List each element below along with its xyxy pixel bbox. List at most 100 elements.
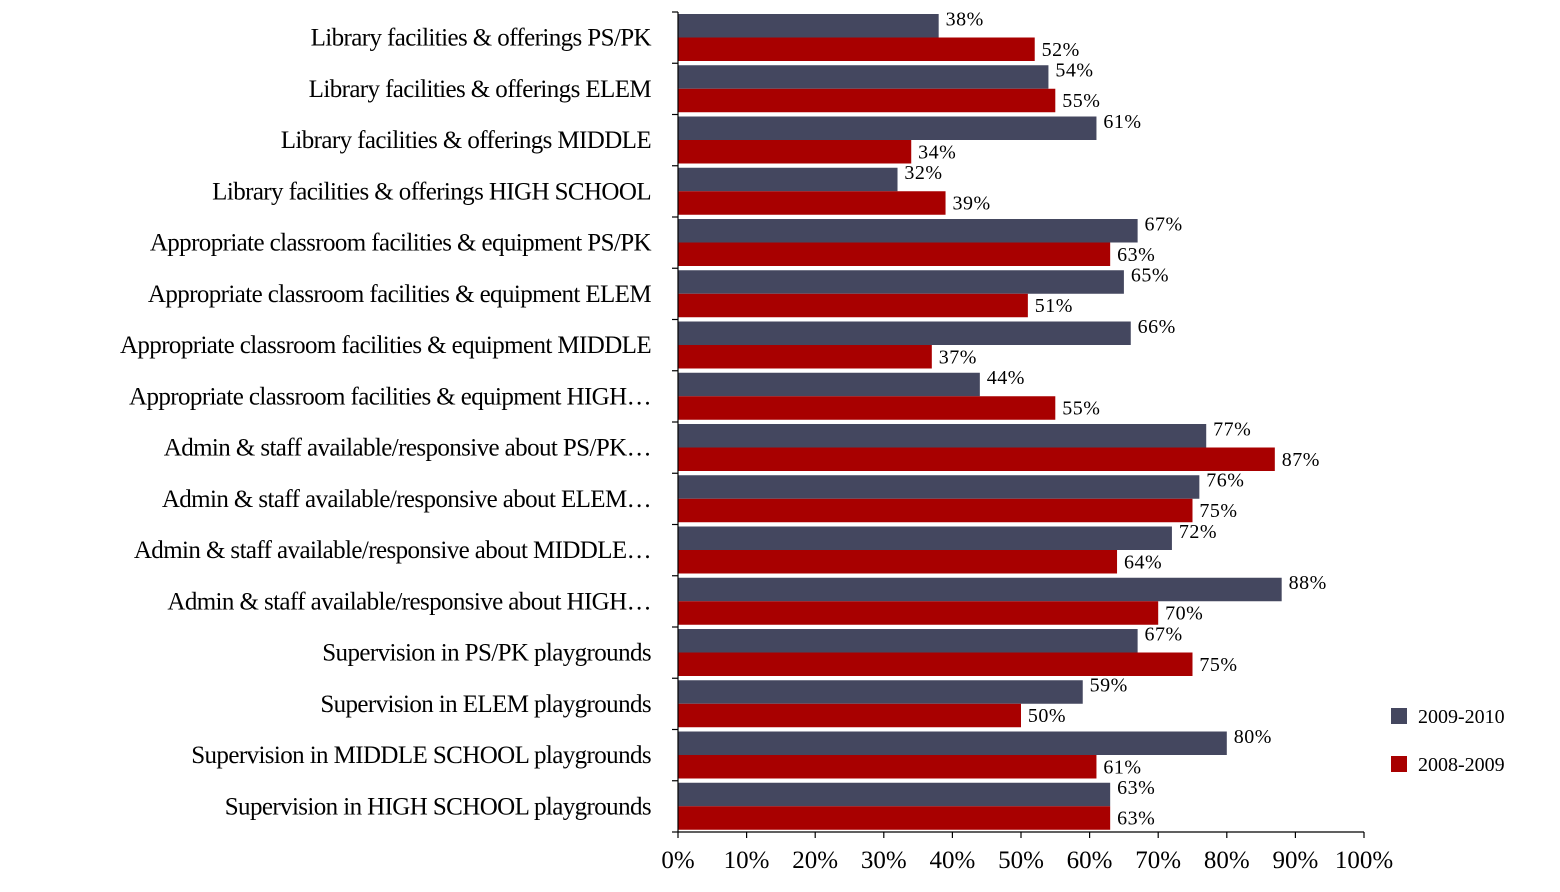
value-label-2009-2010: 44%: [987, 367, 1025, 389]
bar-2008-2009: [678, 396, 1056, 420]
value-label-2008-2009: 64%: [1124, 551, 1162, 573]
x-tick-label: 80%: [1204, 847, 1250, 874]
x-tick-label: 20%: [792, 847, 838, 874]
x-tick-label: 90%: [1272, 847, 1318, 874]
category-label: Appropriate classroom facilities & equip…: [120, 332, 651, 359]
category-label: Admin & staff available/responsive about…: [167, 588, 651, 615]
bar-2009-2010: [678, 167, 898, 192]
value-label-2009-2010: 80%: [1234, 726, 1272, 748]
legend-swatch-2008-2009: [1391, 756, 1407, 772]
category-label: Supervision in ELEM playgrounds: [320, 691, 651, 718]
value-label-2008-2009: 55%: [1062, 398, 1100, 420]
bar-2009-2010: [678, 782, 1111, 807]
category-label: Admin & staff available/responsive about…: [134, 537, 651, 564]
bar-2009-2010: [678, 372, 980, 397]
legend-swatch-2009-2010: [1391, 708, 1407, 724]
bar-2008-2009: [678, 242, 1111, 266]
value-label-2008-2009: 50%: [1028, 705, 1066, 727]
value-label-2008-2009: 63%: [1117, 244, 1155, 266]
legend-label-2009-2010: 2009-2010: [1418, 706, 1505, 728]
bar-2008-2009: [678, 88, 1056, 113]
bar-2009-2010: [678, 219, 1138, 243]
bar-2008-2009: [678, 806, 1111, 830]
value-label-2009-2010: 67%: [1145, 213, 1183, 235]
category-label: Appropriate classroom facilities & equip…: [150, 230, 652, 257]
bar-2008-2009: [678, 755, 1097, 779]
value-label-2009-2010: 63%: [1117, 777, 1155, 799]
bar-2008-2009: [678, 37, 1035, 61]
x-tick-label: 100%: [1335, 847, 1393, 874]
value-label-2008-2009: 70%: [1165, 603, 1203, 625]
value-labels-group: 38%52%54%55%61%34%32%39%67%63%65%51%66%3…: [904, 8, 1326, 829]
x-tick-label: 40%: [929, 847, 975, 874]
bar-2009-2010: [678, 526, 1172, 550]
tick-labels-group: 0% 10% 20% 30% 40% 50% 60% 70% 80% 90% 100%: [661, 847, 1393, 874]
value-label-2008-2009: 75%: [1199, 500, 1237, 522]
category-label: Supervision in PS/PK playgrounds: [322, 640, 651, 667]
category-label: Library facilities & offerings PS/PK: [311, 25, 652, 52]
value-label-2009-2010: 66%: [1138, 316, 1176, 338]
value-label-2008-2009: 61%: [1103, 756, 1141, 778]
value-label-2008-2009: 37%: [939, 346, 977, 368]
bar-2008-2009: [678, 498, 1193, 523]
category-label: Library facilities & offerings HIGH SCHO…: [212, 178, 651, 205]
bar-2009-2010: [678, 116, 1097, 140]
value-label-2009-2010: 76%: [1206, 470, 1244, 492]
bar-2008-2009: [678, 140, 912, 164]
axes-group: [672, 11, 1365, 838]
value-label-2008-2009: 52%: [1042, 39, 1080, 61]
bar-2009-2010: [678, 629, 1138, 653]
value-label-2008-2009: 75%: [1199, 654, 1237, 676]
bar-2009-2010: [678, 577, 1282, 602]
value-label-2008-2009: 51%: [1035, 295, 1073, 317]
value-label-2009-2010: 38%: [946, 8, 984, 30]
value-label-2009-2010: 72%: [1179, 521, 1217, 543]
category-label: Library facilities & offerings MIDDLE: [281, 127, 652, 154]
bar-2008-2009: [678, 652, 1193, 676]
bar-2008-2009: [678, 703, 1021, 728]
bar-2008-2009: [678, 447, 1275, 471]
bars-group: [678, 14, 1282, 830]
value-label-2009-2010: 54%: [1055, 60, 1093, 82]
value-label-2009-2010: 59%: [1090, 675, 1128, 697]
x-tick-label: 10%: [724, 847, 770, 874]
category-label: Appropriate classroom facilities & equip…: [129, 383, 651, 410]
bar-2008-2009: [678, 191, 946, 215]
value-label-2009-2010: 65%: [1131, 265, 1169, 287]
category-label: Supervision in HIGH SCHOOL playgrounds: [225, 793, 651, 820]
value-label-2009-2010: 32%: [904, 162, 942, 184]
bar-2009-2010: [678, 475, 1200, 499]
bar-2009-2010: [678, 424, 1207, 448]
category-label: Library facilities & offerings ELEM: [309, 76, 652, 103]
category-label: Appropriate classroom facilities & equip…: [148, 281, 651, 308]
x-tick-label: 30%: [861, 847, 907, 874]
value-label-2008-2009: 34%: [918, 141, 956, 163]
x-tick-label: 50%: [998, 847, 1044, 874]
bar-2009-2010: [678, 14, 939, 38]
value-label-2008-2009: 39%: [952, 193, 990, 215]
bar-2009-2010: [678, 65, 1049, 89]
category-label: Admin & staff available/responsive about…: [162, 486, 651, 513]
value-label-2009-2010: 61%: [1103, 111, 1141, 133]
legend: 2009-2010 2008-2009: [1391, 706, 1505, 776]
bar-2008-2009: [678, 601, 1159, 625]
value-label-2008-2009: 55%: [1062, 90, 1100, 112]
bar-2008-2009: [678, 293, 1028, 318]
category-label: Admin & staff available/responsive about…: [164, 435, 651, 462]
value-label-2008-2009: 87%: [1282, 449, 1320, 471]
value-label-2008-2009: 63%: [1117, 808, 1155, 830]
x-tick-label: 60%: [1067, 847, 1113, 874]
x-tick-label: 0%: [661, 847, 694, 874]
category-labels-group: Library facilities & offerings PS/PK Libr…: [120, 25, 652, 821]
bar-2009-2010: [678, 270, 1124, 294]
bar-2008-2009: [678, 345, 932, 369]
category-label: Supervision in MIDDLE SCHOOL playgrounds: [191, 742, 651, 769]
bar-2009-2010: [678, 680, 1083, 704]
value-label-2009-2010: 67%: [1145, 623, 1183, 645]
bar-2008-2009: [678, 550, 1118, 574]
value-label-2009-2010: 77%: [1213, 418, 1251, 440]
bar-2009-2010: [678, 321, 1131, 345]
legend-label-2008-2009: 2008-2009: [1418, 754, 1505, 776]
